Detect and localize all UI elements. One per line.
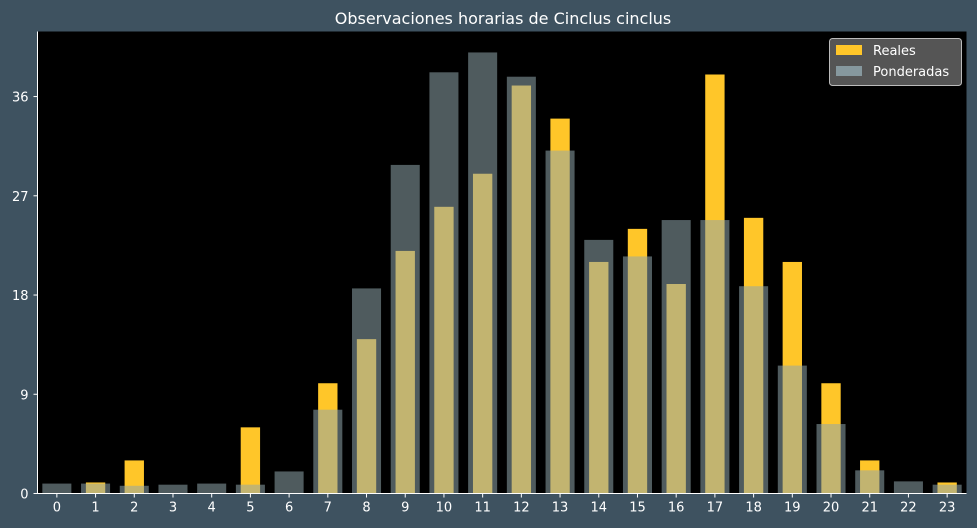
bar-ponderadas-15 xyxy=(622,256,652,494)
legend-swatch-ponderadas xyxy=(836,66,862,76)
y-axis: 0 9 18 27 36 xyxy=(12,31,38,503)
legend-swatch-reales xyxy=(836,45,862,55)
chart-title: Observaciones horarias de Cinclus cinclu… xyxy=(335,9,672,28)
x-tick-label: 6 xyxy=(285,501,293,516)
x-axis: 0 1 2 3 4 5 6 7 8 9 10 11 12 13 14 15 16 17 18 19 20 21 22 23 xyxy=(37,493,967,516)
bar-ponderadas-18 xyxy=(739,286,769,494)
x-tick-label: 15 xyxy=(629,501,646,516)
bar-ponderadas-20 xyxy=(816,424,846,494)
y-tick-label: 18 xyxy=(12,289,29,304)
bar-reales-5 xyxy=(240,427,261,494)
x-tick-label: 8 xyxy=(362,501,370,516)
x-tick-label: 14 xyxy=(590,501,607,516)
bar-ponderadas-21 xyxy=(855,470,885,494)
x-tick-label: 2 xyxy=(130,501,138,516)
x-tick-label: 4 xyxy=(208,501,216,516)
bar-ponderadas-17 xyxy=(700,220,730,494)
x-tick-label: 23 xyxy=(939,501,956,516)
bar-ponderadas-3 xyxy=(158,484,188,494)
legend: Reales Ponderadas xyxy=(829,38,962,86)
y-tick-label: 27 xyxy=(12,190,29,205)
bar-ponderadas-14 xyxy=(584,239,614,494)
bar-ponderadas-2 xyxy=(119,485,149,494)
y-tick-label: 9 xyxy=(20,388,28,403)
legend-label-reales: Reales xyxy=(873,44,916,59)
x-tick-label: 16 xyxy=(668,501,685,516)
bar-ponderadas-6 xyxy=(274,471,304,494)
bar-ponderadas-1 xyxy=(81,483,111,494)
x-tick-label: 11 xyxy=(474,501,491,516)
series-ponderadas xyxy=(42,52,962,494)
bar-ponderadas-7 xyxy=(313,409,343,494)
x-tick-label: 1 xyxy=(91,501,99,516)
bar-ponderadas-22 xyxy=(893,481,923,494)
x-tick-label: 7 xyxy=(324,501,332,516)
bar-ponderadas-4 xyxy=(197,483,227,494)
legend-label-ponderadas: Ponderadas xyxy=(873,65,949,80)
x-tick-label: 9 xyxy=(401,501,409,516)
bar-ponderadas-11 xyxy=(468,52,498,494)
x-tick-label: 10 xyxy=(436,501,453,516)
x-tick-label: 18 xyxy=(745,501,762,516)
bar-ponderadas-23 xyxy=(932,484,962,494)
bar-ponderadas-19 xyxy=(777,365,807,494)
plot-area xyxy=(37,31,967,494)
bar-ponderadas-16 xyxy=(661,220,691,494)
bar-ponderadas-5 xyxy=(235,484,265,494)
bar-ponderadas-10 xyxy=(429,72,459,494)
y-tick-label: 36 xyxy=(12,91,29,106)
x-tick-label: 13 xyxy=(552,501,569,516)
x-tick-label: 5 xyxy=(246,501,254,516)
bar-ponderadas-9 xyxy=(390,164,420,494)
legend-box xyxy=(829,38,962,86)
bar-ponderadas-0 xyxy=(42,483,72,494)
x-tick-label: 19 xyxy=(784,501,801,516)
y-tick-label: 0 xyxy=(20,488,28,503)
x-tick-label: 12 xyxy=(513,501,530,516)
x-tick-label: 22 xyxy=(900,501,917,516)
bar-reales-2 xyxy=(124,460,144,494)
x-tick-label: 3 xyxy=(169,501,177,516)
bar-ponderadas-13 xyxy=(545,150,575,494)
bar-ponderadas-12 xyxy=(506,76,536,494)
x-tick-label: 21 xyxy=(861,501,878,516)
x-tick-label: 17 xyxy=(707,501,724,516)
x-tick-label: 0 xyxy=(53,501,61,516)
bar-ponderadas-8 xyxy=(352,288,382,494)
x-tick-label: 20 xyxy=(823,501,840,516)
